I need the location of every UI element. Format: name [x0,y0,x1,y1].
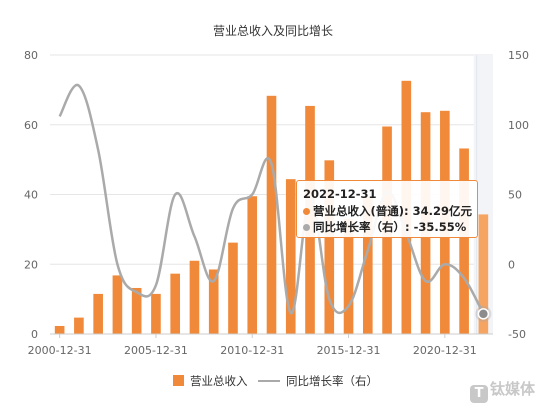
tooltip-growth-dot [303,224,310,231]
tooltip-revenue-text: 营业总收入(普通): 34.29亿元 [313,204,472,218]
x-tick-label: 2020-12-31 [413,344,477,357]
chart-tooltip: 2022-12-31 营业总收入(普通): 34.29亿元 同比增长率（右）: … [296,180,478,238]
x-tick-label: 2005-12-31 [124,344,188,357]
revenue-bar[interactable] [459,148,469,334]
right-y-axis: -50 0 50 100 150 [508,49,529,341]
revenue-bar[interactable] [228,242,238,334]
revenue-bar[interactable] [285,179,296,334]
x-tick-label: 2015-12-31 [317,344,381,357]
legend-growth-label[interactable]: 同比增长率（右） [286,374,378,388]
revenue-bar[interactable] [189,260,200,334]
revenue-bar[interactable] [247,196,258,334]
revenue-bar[interactable] [54,325,65,334]
watermark-logo-icon: T [470,385,488,403]
tooltip-revenue-dot [303,208,310,215]
y-left-tick-label: 40 [24,189,38,202]
watermark: T 钛媒体 [470,378,535,403]
watermark-text: 钛媒体 [490,380,536,398]
y-right-tick-label: 50 [508,189,522,202]
tooltip-growth-row: 同比增长率（右）: -35.55% [303,219,477,235]
y-right-tick-label: 100 [508,119,529,132]
revenue-bar[interactable] [343,218,354,334]
growth-point-highlight[interactable] [477,308,490,320]
y-left-tick-label: 80 [24,49,38,62]
legend-revenue-swatch [173,375,184,386]
y-left-tick-label: 60 [24,119,38,132]
x-tick-label: 2010-12-31 [220,344,284,357]
legend-revenue-label[interactable]: 营业总收入 [190,374,248,388]
x-axis: 2000-12-31 2005-12-31 2010-12-31 2015-12-31… [28,333,493,357]
revenue-bar[interactable] [74,317,84,334]
revenue-bar[interactable] [93,293,103,334]
revenue-bar[interactable] [266,95,277,335]
y-left-tick-label: 0 [31,328,38,341]
revenue-bar[interactable] [131,287,142,334]
revenue-bar[interactable] [324,160,335,334]
revenue-bar[interactable] [170,273,181,334]
revenue-bar[interactable] [478,214,489,334]
y-right-tick-label: 0 [508,258,515,271]
revenue-bar[interactable] [362,197,373,334]
y-left-tick-label: 20 [24,258,38,271]
x-tick-label: 2000-12-31 [28,344,92,357]
revenue-bar[interactable] [208,269,219,334]
left-y-axis: 0 20 40 60 80 [24,49,38,341]
tooltip-revenue-row: 营业总收入(普通): 34.29亿元 [303,203,477,219]
revenue-bar[interactable] [112,275,123,334]
legend: 营业总收入 同比增长率（右） [173,374,378,388]
tooltip-date: 2022-12-31 [303,187,377,201]
chart-title: 营业总收入及同比增长 [213,24,333,38]
y-right-tick-label: -50 [508,328,526,341]
tooltip-growth-text: 同比增长率（右）: -35.55% [313,220,467,234]
y-right-tick-label: 150 [508,49,529,62]
revenue-bar[interactable] [151,293,161,334]
